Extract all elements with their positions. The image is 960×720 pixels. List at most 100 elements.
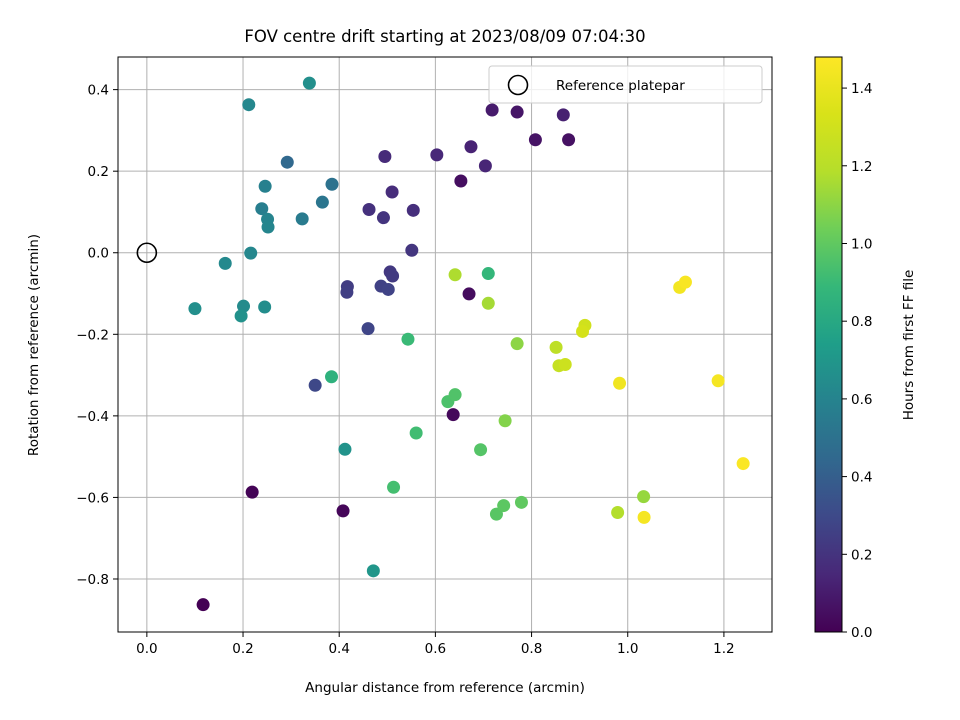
colorbar-tick-label: 1.2: [851, 159, 872, 175]
scatter-point: [258, 179, 272, 193]
x-axis-label: Angular distance from reference (arcmin): [305, 680, 585, 696]
scatter-point: [558, 357, 572, 371]
scatter-point: [478, 159, 492, 173]
y-tick-label: −0.8: [76, 572, 109, 588]
scatter-point: [258, 300, 272, 314]
scatter-point: [336, 504, 350, 518]
colorbar-tick-label: 0.4: [851, 470, 872, 486]
colorbar-tick-label: 1.4: [851, 81, 872, 97]
scatter-point: [485, 103, 499, 117]
scatter-point: [362, 203, 376, 217]
grid-lines: [118, 57, 772, 632]
y-tick-label: 0.2: [88, 164, 109, 180]
scatter-point: [386, 269, 400, 283]
scatter-point: [406, 203, 420, 217]
scatter-point: [454, 174, 468, 188]
scatter-point: [196, 598, 210, 612]
scatter-point: [611, 506, 625, 520]
y-tick-label: 0.0: [88, 246, 109, 262]
scatter-point: [366, 564, 380, 578]
scatter-point: [338, 442, 352, 456]
scatter-point: [481, 296, 495, 310]
colorbar-tick-label: 0.6: [851, 392, 872, 408]
scatter-point: [315, 195, 329, 209]
scatter-point: [340, 285, 354, 299]
scatter-point: [556, 108, 570, 122]
scatter-point: [549, 340, 563, 354]
scatter-point: [237, 299, 251, 313]
scatter-point: [448, 268, 462, 282]
scatter-point: [302, 76, 316, 90]
scatter-points: [188, 76, 750, 612]
scatter-point: [376, 211, 390, 225]
x-tick-label: 0.6: [425, 641, 446, 657]
colorbar-gradient: [814, 56, 843, 633]
scatter-point: [218, 256, 232, 270]
scatter-point: [405, 243, 419, 257]
colorbar: 0.0 0.2 0.4 0.6 0.8 1.0 1.2 1.4 Hours from firs…: [814, 56, 917, 641]
scatter-point: [637, 510, 651, 524]
scatter-point: [261, 220, 275, 234]
y-tick-label: 0.4: [88, 83, 109, 99]
x-tick-label: 0.2: [232, 641, 253, 657]
scatter-point: [387, 480, 401, 494]
scatter-point: [446, 408, 460, 422]
chart-title: FOV centre drift starting at 2023/08/09 …: [244, 27, 645, 46]
scatter-point: [448, 388, 462, 402]
scatter-point: [510, 105, 524, 119]
colorbar-label: Hours from first FF file: [901, 270, 917, 421]
x-tick-label: 0.0: [136, 641, 157, 657]
scatter-point: [295, 212, 309, 226]
scatter-point: [481, 267, 495, 281]
scatter-point: [385, 185, 399, 199]
scatter-point: [430, 148, 444, 162]
plot-frame: [117, 56, 773, 633]
scatter-point: [462, 287, 476, 301]
scatter-point: [242, 98, 256, 112]
colorbar-ticks: 0.0 0.2 0.4 0.6 0.8 1.0 1.2 1.4: [842, 81, 872, 641]
y-axis-ticks: −0.8 −0.6 −0.4 −0.2 0.0 0.2 0.4: [76, 83, 118, 588]
colorbar-tick-label: 0.0: [851, 625, 872, 641]
scatter-point: [325, 177, 339, 191]
y-axis-label: Rotation from reference (arcmin): [26, 234, 42, 456]
scatter-point: [325, 370, 339, 384]
scatter-point: [489, 507, 503, 521]
colorbar-tick-label: 1.0: [851, 236, 872, 252]
scatter-point: [514, 495, 528, 509]
x-tick-label: 0.8: [521, 641, 542, 657]
y-tick-label: −0.2: [76, 327, 109, 343]
scatter-point: [244, 246, 258, 260]
x-tick-label: 1.2: [713, 641, 734, 657]
colorbar-tick-label: 0.2: [851, 547, 872, 563]
legend-label: Reference platepar: [556, 78, 685, 94]
scatter-point: [562, 133, 576, 147]
scatter-point: [510, 337, 524, 351]
scatter-point: [637, 490, 651, 504]
scatter-point: [498, 414, 512, 428]
legend-marker: [507, 74, 529, 96]
legend: Reference platepar: [488, 65, 763, 104]
scatter-point: [188, 302, 202, 316]
scatter-point: [234, 309, 248, 323]
x-axis-ticks: 0.0 0.2 0.4 0.6 0.8 1.0 1.2: [136, 632, 735, 657]
scatter-point: [464, 140, 478, 154]
scatter-point: [308, 378, 322, 392]
scatter-point: [280, 155, 294, 169]
scatter-point: [736, 457, 750, 471]
y-tick-label: −0.4: [76, 409, 109, 425]
scatter-point: [613, 376, 627, 390]
scatter-point: [361, 322, 375, 336]
scatter-point: [255, 202, 269, 216]
legend-box: [488, 65, 763, 104]
x-tick-label: 0.4: [328, 641, 349, 657]
scatter-point: [401, 332, 415, 346]
colorbar-tick-label: 0.8: [851, 314, 872, 330]
scatter-point: [409, 426, 423, 440]
x-tick-label: 1.0: [617, 641, 638, 657]
scatter-point: [711, 374, 725, 388]
scatter-point: [497, 499, 511, 513]
scatter-point: [528, 133, 542, 147]
y-tick-label: −0.6: [76, 490, 109, 506]
scatter-point: [378, 150, 392, 164]
